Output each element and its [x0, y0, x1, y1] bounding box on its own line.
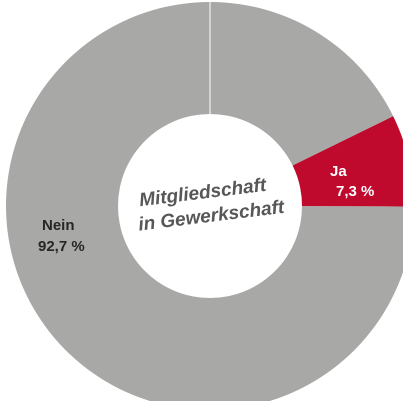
- slice-label-nein: Nein 92,7 %: [38, 217, 85, 255]
- slice-label-ja: Ja 7,3 %: [330, 163, 374, 200]
- slice-label-nein-name: Nein: [42, 217, 75, 234]
- slice-label-nein-value: 92,7 %: [38, 238, 85, 255]
- slice-label-ja-name: Ja: [330, 163, 347, 180]
- slice-label-ja-value: 7,3 %: [336, 183, 374, 200]
- donut-hole: [118, 114, 302, 298]
